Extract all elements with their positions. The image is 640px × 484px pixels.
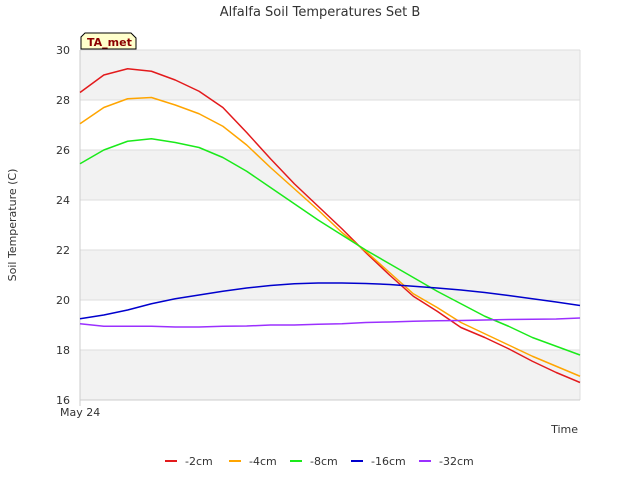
station-badge-label: TA_met (87, 36, 132, 49)
y-axis-ticks: 16 18 20 22 24 26 28 30 (56, 44, 70, 407)
band-16-18 (80, 350, 580, 400)
series-line-2cm (79, 68, 581, 384)
background-bands (80, 50, 580, 400)
x-tick-label: May 24 (60, 406, 100, 419)
legend-label-32cm: -32cm (439, 455, 474, 468)
band-26-28 (80, 100, 580, 150)
band-18-20 (80, 300, 580, 350)
y-tick-label-30: 30 (56, 44, 70, 57)
band-24-26 (80, 150, 580, 200)
series-line-8cm (79, 138, 581, 356)
y-tick-label-28: 28 (56, 94, 70, 107)
series-line-16cm (79, 282, 581, 320)
y-tick-label-24: 24 (56, 194, 70, 207)
y-tick-label-20: 20 (56, 294, 70, 307)
y-tick-label-26: 26 (56, 144, 70, 157)
legend-label-4cm: -4cm (249, 455, 277, 468)
legend-label-2cm: -2cm (185, 455, 213, 468)
x-axis-label: Time (550, 423, 578, 436)
y-axis-label: Soil Temperature (C) (6, 169, 19, 282)
legend-label-16cm: -16cm (371, 455, 406, 468)
band-22-24 (80, 200, 580, 250)
y-tick-label-16: 16 (56, 394, 70, 407)
y-tick-label-18: 18 (56, 344, 70, 357)
series-line-4cm (79, 96, 581, 377)
band-20-22 (80, 250, 580, 300)
series-lines (79, 68, 581, 384)
legend: -2cm -4cm -8cm -16cm -32cm (165, 455, 474, 468)
series-line-32cm (79, 317, 581, 328)
legend-label-8cm: -8cm (310, 455, 338, 468)
station-badge: TA_met (80, 32, 137, 50)
station-badge-box (80, 32, 137, 50)
chart-title: Alfalfa Soil Temperatures Set B (220, 5, 421, 20)
y-tick-label-22: 22 (56, 244, 70, 257)
band-28-30 (80, 50, 580, 100)
